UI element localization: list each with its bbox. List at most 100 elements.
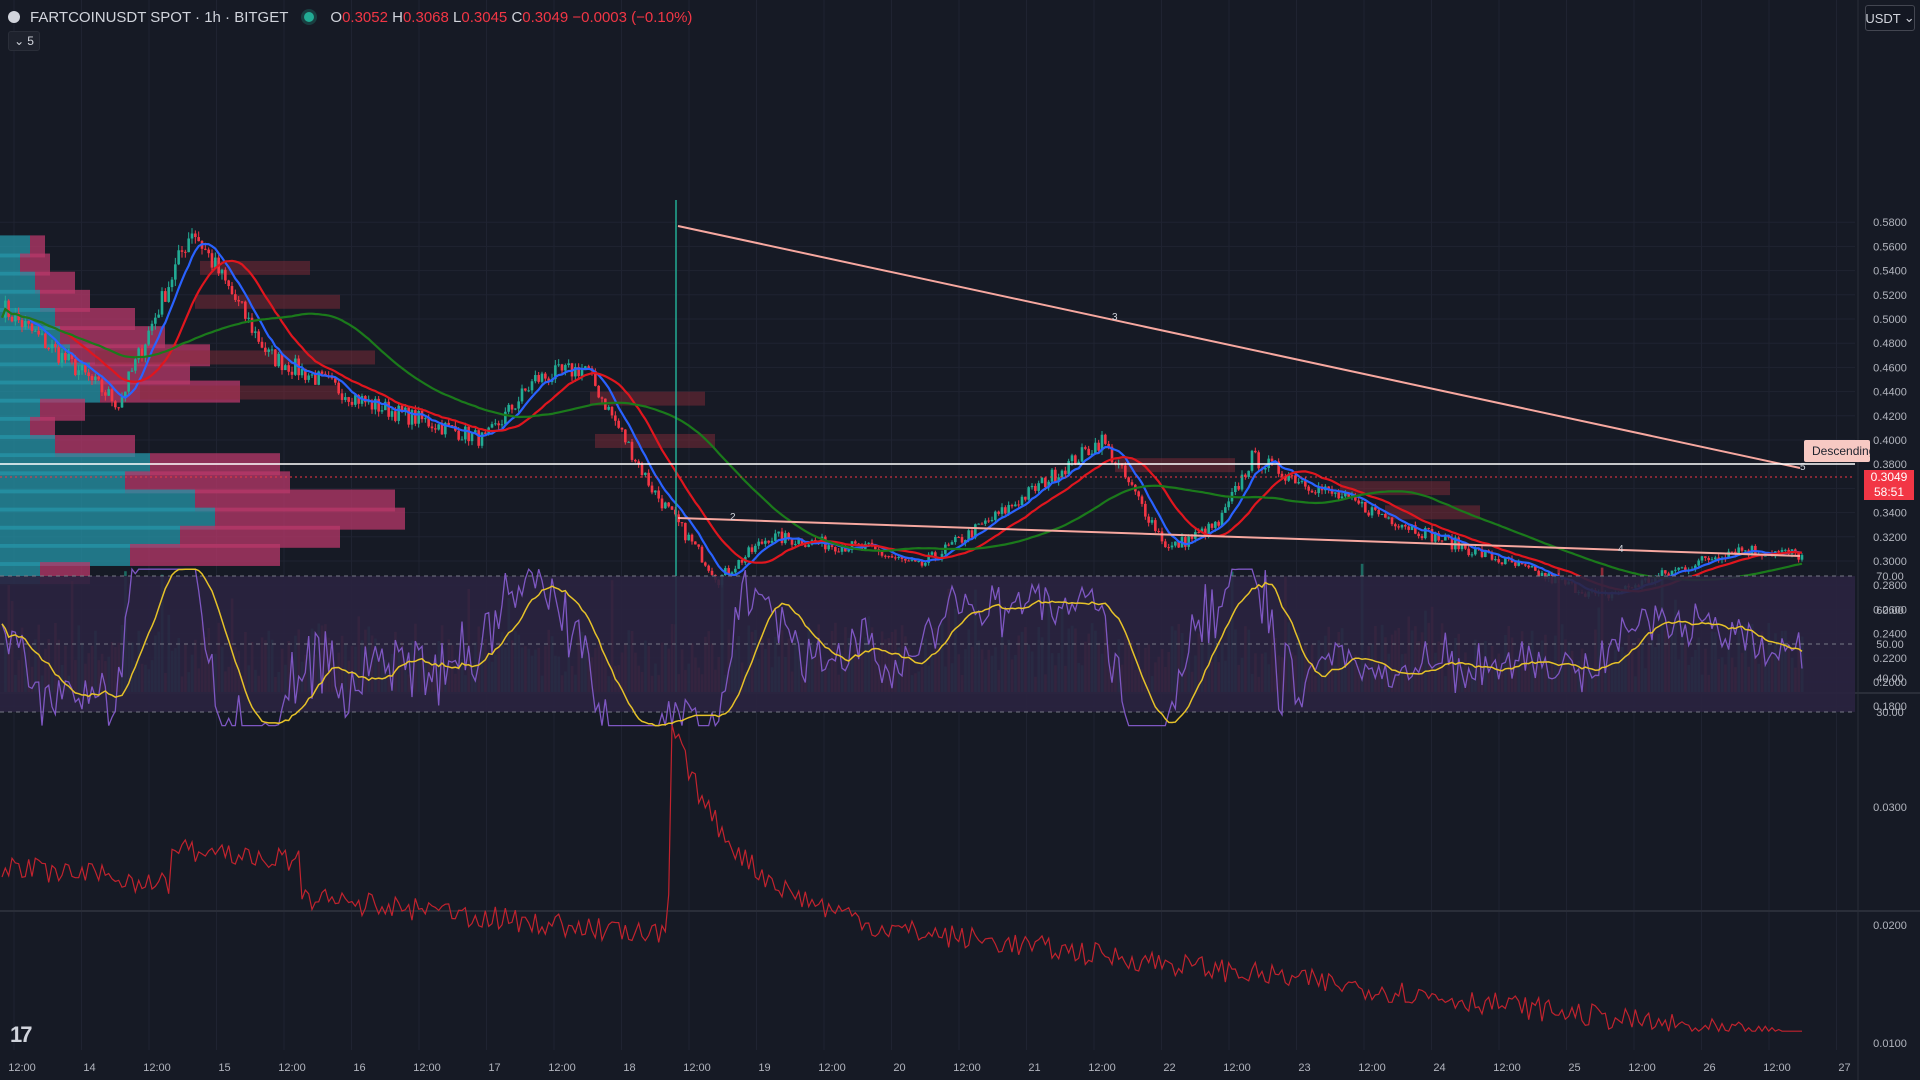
- candle-body: [1144, 503, 1147, 517]
- candle-body: [1537, 570, 1540, 577]
- candle-body: [277, 353, 280, 367]
- candle-body: [104, 392, 107, 396]
- price-tick-label: 0.2200: [1873, 653, 1907, 665]
- candle-body: [10, 316, 14, 322]
- candle-body: [1524, 564, 1527, 566]
- candle-body: [1067, 461, 1070, 475]
- candle-body: [700, 546, 704, 563]
- candle-body: [1210, 523, 1214, 528]
- candle-body: [1357, 500, 1360, 504]
- candle-body: [190, 233, 194, 239]
- candle-body: [120, 397, 124, 408]
- candle-body: [107, 389, 110, 396]
- collapse-indicators-button[interactable]: ⌄ 5: [8, 31, 40, 51]
- candle-body: [1427, 528, 1430, 530]
- time-tick-label: 22: [1163, 1062, 1175, 1074]
- candle-body: [747, 547, 750, 558]
- candle-body: [990, 519, 994, 521]
- price-tick-label: 0.4000: [1873, 435, 1907, 447]
- open-value: 0.3052: [342, 8, 388, 26]
- candle-body: [500, 424, 504, 426]
- candle-body: [1684, 567, 1687, 572]
- candle-body: [764, 540, 767, 544]
- volume-profile-bar-up: [0, 489, 195, 512]
- candle-body: [1514, 562, 1517, 566]
- candle-body: [854, 541, 857, 544]
- candle-body: [787, 533, 790, 540]
- candle-body: [1300, 481, 1304, 483]
- candle-body: [470, 432, 474, 442]
- candle-body: [1417, 533, 1420, 537]
- candle-body: [800, 539, 804, 546]
- candle-body: [980, 523, 984, 525]
- time-tick-label: 24: [1433, 1062, 1445, 1074]
- candle-body: [1140, 496, 1144, 504]
- candle-body: [1137, 491, 1140, 497]
- candle-body: [1337, 492, 1340, 499]
- candle-body: [494, 423, 497, 425]
- candle-body: [1680, 567, 1684, 569]
- candle-body: [304, 368, 307, 380]
- candle-body: [1540, 572, 1544, 577]
- high-label: H: [392, 8, 403, 26]
- volume-profile-bar-down: [130, 543, 280, 566]
- candle-body: [1737, 547, 1740, 555]
- candle-body: [1490, 552, 1494, 560]
- candle-body: [1147, 516, 1150, 523]
- candle-body: [330, 377, 334, 379]
- candle-body: [1727, 551, 1730, 559]
- candle-body: [707, 565, 710, 571]
- rsi-signal-line: [1, 568, 1803, 727]
- rsi-line: [1, 567, 1803, 728]
- candle-body: [710, 570, 714, 575]
- candle-body: [837, 551, 840, 553]
- candle-body: [140, 348, 144, 357]
- candle-body: [1150, 520, 1154, 523]
- time-tick-label: 19: [758, 1062, 770, 1074]
- volume-profile-bar-up: [0, 235, 30, 258]
- candle-body: [357, 395, 360, 404]
- currency-select-button[interactable]: USDT ⌄: [1865, 5, 1915, 31]
- candle-body: [1317, 486, 1320, 494]
- rsi-tick-label: 70.00: [1876, 571, 1904, 583]
- candle-body: [230, 286, 234, 295]
- tradingview-logo[interactable]: 17: [10, 1022, 33, 1047]
- candle-body: [567, 363, 570, 366]
- volume-profile-bar-down: [20, 253, 50, 276]
- price-tick-label: 0.5000: [1873, 314, 1907, 326]
- ma-fast-line: [0, 242, 1803, 595]
- volume-profile-bar-up: [0, 398, 40, 421]
- price-tick-label: 0.2400: [1873, 629, 1907, 641]
- candle-body: [930, 552, 934, 555]
- market-open-icon: [304, 12, 315, 22]
- candle-body: [967, 530, 970, 541]
- price-tick-label: 0.1800: [1873, 701, 1907, 713]
- candle-body: [110, 389, 114, 402]
- candle-body: [117, 407, 120, 409]
- candle-body: [774, 533, 777, 541]
- candle-body: [1404, 525, 1407, 527]
- candle-body: [410, 410, 414, 425]
- candle-body: [260, 341, 264, 348]
- candle-body: [247, 317, 250, 319]
- candle-body: [1340, 496, 1344, 499]
- candle-body: [40, 333, 44, 335]
- candle-body: [770, 540, 774, 543]
- candle-body: [1534, 566, 1537, 571]
- candle-body: [657, 490, 660, 499]
- pattern-label[interactable]: Descending: [1804, 440, 1870, 462]
- time-tick-label: 12:00: [1493, 1062, 1521, 1074]
- candle-body: [757, 541, 760, 546]
- time-tick-label: 12:00: [683, 1062, 711, 1074]
- time-tick-label: 20: [893, 1062, 905, 1074]
- candle-body: [7, 300, 10, 317]
- candle-body: [250, 317, 254, 333]
- candle-body: [284, 365, 287, 371]
- open-label: O: [330, 8, 343, 26]
- ma-mid-line: [0, 259, 1803, 593]
- low-value: 0.3045: [461, 8, 508, 26]
- candle-body: [1420, 536, 1424, 539]
- symbol-title[interactable]: FARTCOINUSDT SPOT · 1h · BITGET: [30, 8, 289, 26]
- supply-zone: [195, 294, 340, 309]
